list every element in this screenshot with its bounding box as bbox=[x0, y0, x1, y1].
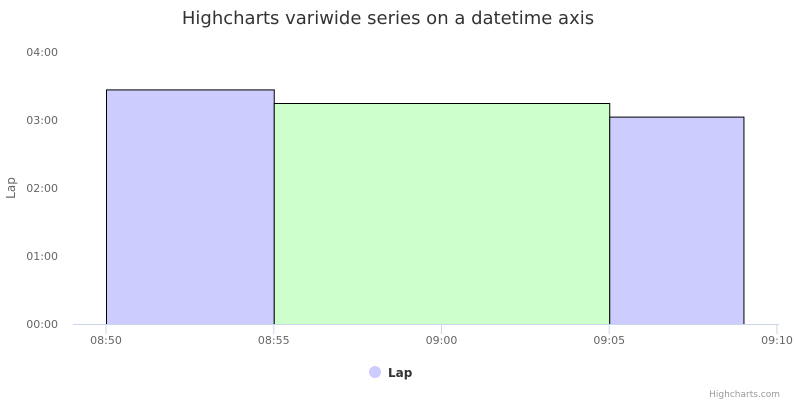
bar-0905[interactable] bbox=[609, 116, 745, 325]
y-tick-label: 04:00 bbox=[26, 46, 58, 59]
x-tick-label: 08:55 bbox=[258, 334, 290, 347]
legend-item-lap[interactable]: Lap bbox=[369, 366, 413, 380]
credits-link[interactable]: Highcharts.com bbox=[709, 390, 780, 400]
bar-0850[interactable] bbox=[106, 89, 275, 326]
x-tick-label: 09:05 bbox=[593, 334, 625, 347]
x-tick-label: 09:00 bbox=[426, 334, 458, 347]
legend-label: Lap bbox=[388, 366, 413, 380]
x-tick-label: 08:50 bbox=[90, 334, 122, 347]
y-tick-label: 00:00 bbox=[26, 318, 58, 331]
bars bbox=[106, 89, 745, 326]
y-axis-title: Lap bbox=[4, 177, 18, 199]
chart-title: Highcharts variwide series on a datetime… bbox=[182, 8, 594, 29]
y-axis-labels: 00:00 01:00 02:00 03:00 04:00 bbox=[26, 46, 58, 331]
y-tick-label: 02:00 bbox=[26, 182, 58, 195]
y-tick-label: 03:00 bbox=[26, 114, 58, 127]
y-tick-label: 01:00 bbox=[26, 250, 58, 263]
legend-symbol bbox=[369, 366, 381, 378]
bar-0855[interactable] bbox=[273, 103, 611, 325]
x-axis-labels: 08:50 08:55 09:00 09:05 09:10 bbox=[90, 324, 793, 347]
x-tick-label: 09:10 bbox=[761, 334, 793, 347]
